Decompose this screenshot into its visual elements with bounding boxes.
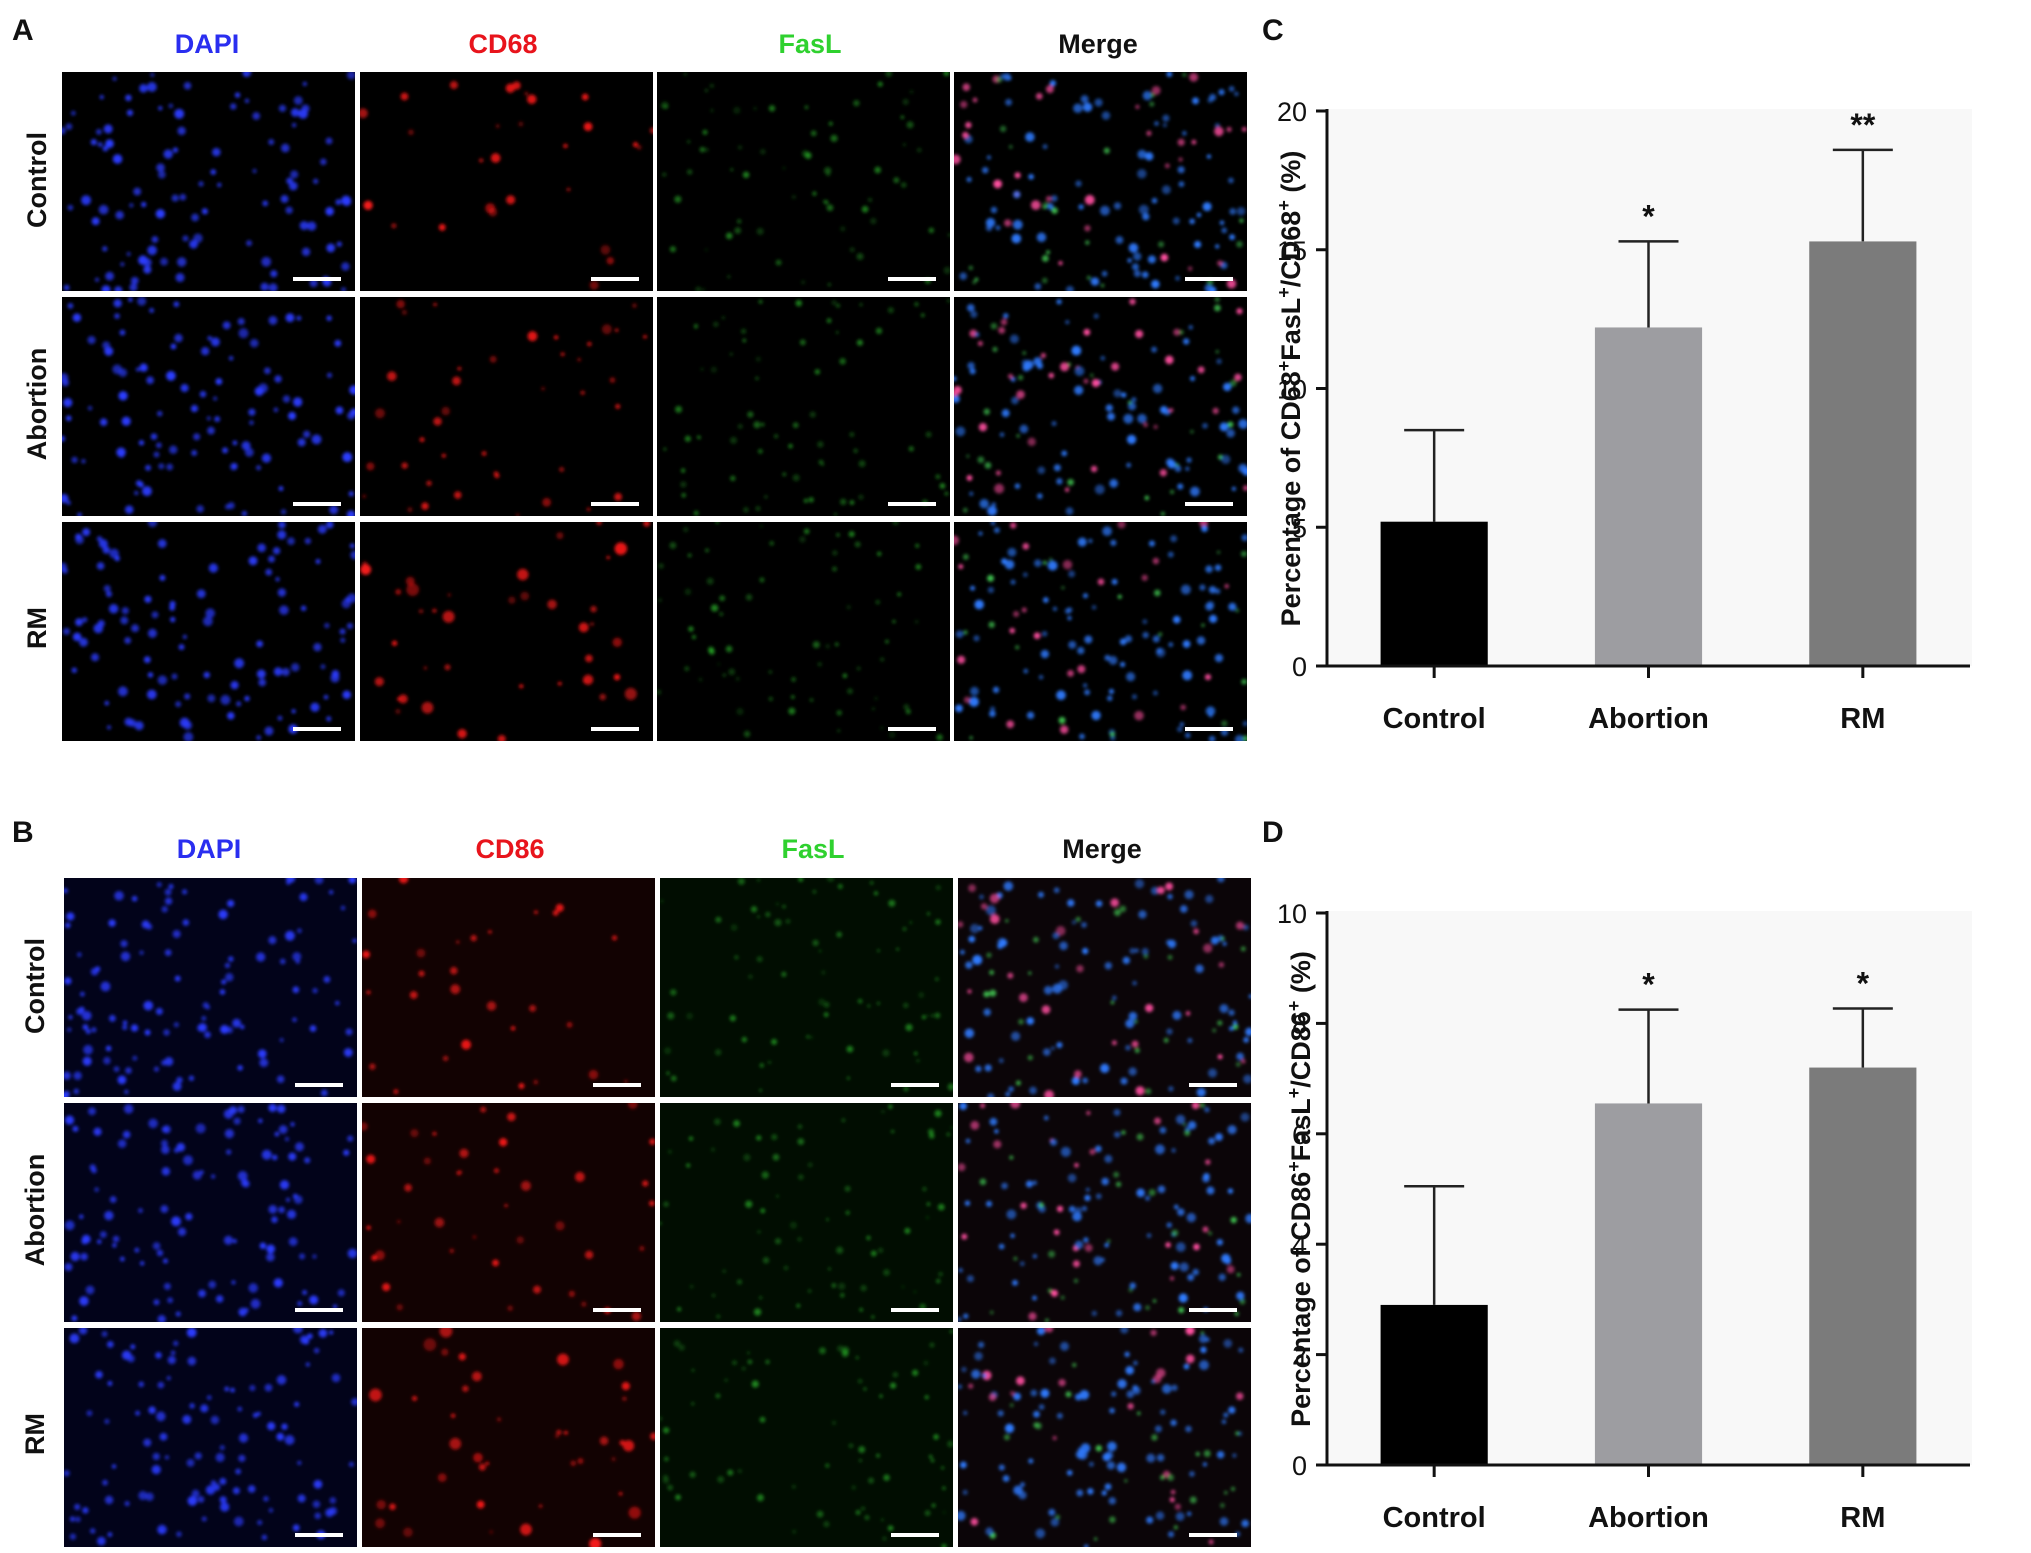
micrograph-tile — [362, 1103, 655, 1322]
micrograph-tile — [660, 878, 953, 1097]
bar-control — [1380, 1304, 1488, 1465]
micrograph-tile — [958, 1328, 1251, 1547]
significance-marker: * — [1642, 967, 1655, 1003]
micrograph-tile — [954, 297, 1247, 516]
y-tick-label: 2 — [1292, 1341, 1307, 1371]
channel-label: FasL — [778, 29, 841, 59]
row-label: Control — [20, 938, 50, 1034]
panel-letter-d: D — [1262, 816, 1284, 849]
panel-letter-b: B — [12, 816, 34, 849]
micrograph-tile — [657, 522, 950, 741]
row-label: Abortion — [22, 348, 52, 460]
micrograph-tile — [62, 522, 355, 741]
significance-marker: ** — [1850, 107, 1875, 143]
bar-rm — [1809, 241, 1917, 667]
y-tick-label: 0 — [1292, 1451, 1307, 1481]
y-tick-label: 0 — [1292, 652, 1307, 682]
x-tick-label: Control — [1383, 1502, 1486, 1534]
micrograph-tile — [360, 522, 653, 741]
micrograph-tile — [64, 1103, 357, 1322]
micrograph-tile — [362, 878, 655, 1097]
y-tick-label: 10 — [1277, 899, 1307, 929]
micrograph-tile — [360, 297, 653, 516]
micrograph-tile — [660, 1103, 953, 1322]
micrograph-grid-a: DAPI CD68 FasL Merge Control Abortion RM — [22, 29, 1247, 741]
y-tick-label: 8 — [1292, 1009, 1307, 1039]
significance-marker: * — [1642, 198, 1655, 234]
channel-label: Merge — [1062, 834, 1142, 864]
bar-chart-c: 0 5 10 15 20 Control Abortion * RM ** Percentage o… — [1274, 97, 1972, 735]
x-tick-label: RM — [1840, 703, 1885, 735]
micrograph-tile — [657, 297, 950, 516]
row-label: Control — [22, 132, 52, 228]
panel-letter-a: A — [12, 14, 34, 47]
micrograph-tile — [958, 1103, 1251, 1322]
micrograph-tile — [954, 522, 1247, 741]
micrograph-tile — [62, 297, 355, 516]
micrograph-tile — [64, 1328, 357, 1547]
significance-marker: * — [1857, 965, 1870, 1001]
channel-label: DAPI — [177, 834, 242, 864]
y-tick-label: 15 — [1277, 236, 1307, 266]
channel-label: FasL — [781, 834, 844, 864]
bar-control — [1380, 521, 1488, 666]
channel-label: CD86 — [475, 834, 544, 864]
x-tick-label: Abortion — [1588, 1502, 1709, 1534]
micrograph-tile — [657, 72, 950, 291]
x-tick-label: Control — [1383, 703, 1486, 735]
y-tick-label: 6 — [1292, 1120, 1307, 1150]
bar-abortion — [1594, 327, 1703, 666]
bar-rm — [1809, 1067, 1917, 1465]
micrograph-tile — [660, 1328, 953, 1547]
micrograph-grid-b: DAPI CD86 FasL Merge Control Abortion RM — [20, 834, 1251, 1547]
y-tick-label: 20 — [1277, 97, 1307, 127]
row-label: RM — [20, 1413, 50, 1455]
micrograph-tile — [62, 72, 355, 291]
micrograph-tile — [360, 72, 653, 291]
micrograph-tile — [958, 878, 1251, 1097]
y-axis-label: Percentage of CD86+FasL+/CD86+ (%) — [1284, 951, 1316, 1427]
channel-label: CD68 — [468, 29, 537, 59]
micrograph-tile — [954, 72, 1247, 291]
x-tick-label: Abortion — [1588, 703, 1709, 735]
panel-letter-c: C — [1262, 14, 1284, 47]
bar-abortion — [1594, 1103, 1703, 1465]
channel-label: DAPI — [175, 29, 240, 59]
micrograph-tile — [362, 1328, 655, 1547]
y-tick-label: 4 — [1292, 1230, 1307, 1260]
row-label: Abortion — [20, 1154, 50, 1266]
row-label: RM — [22, 607, 52, 649]
y-tick-label: 5 — [1292, 513, 1307, 543]
micrograph-tile — [64, 878, 357, 1097]
y-tick-label: 10 — [1277, 375, 1307, 405]
x-tick-label: RM — [1840, 1502, 1885, 1534]
channel-label: Merge — [1058, 29, 1138, 59]
y-axis-label: Percentage of CD68+FasL+/CD68+ (%) — [1274, 151, 1306, 627]
